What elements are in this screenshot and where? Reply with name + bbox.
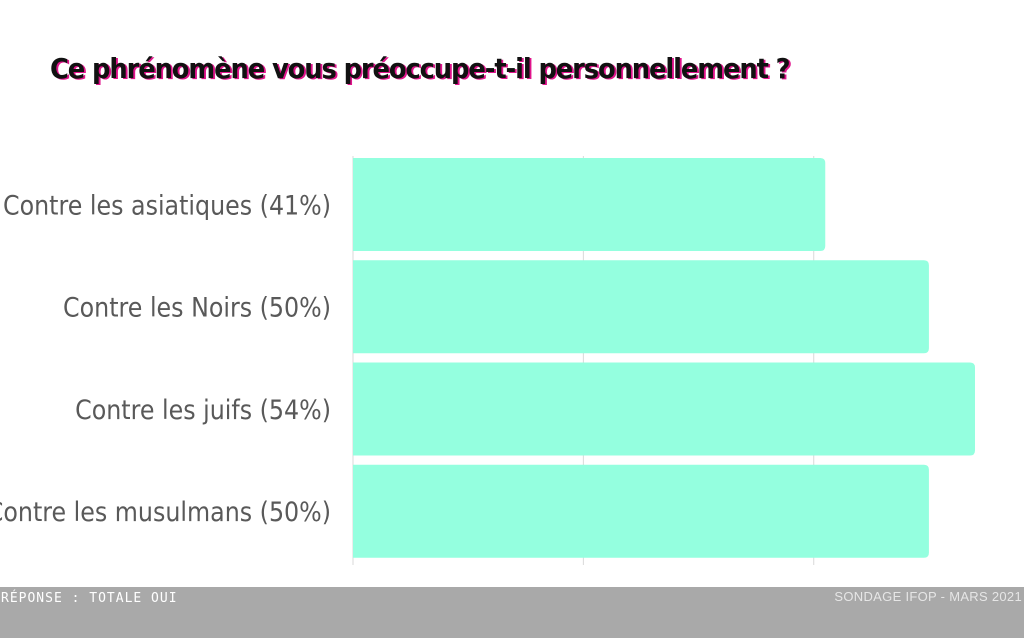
category-label: Contre les juifs (54%) — [75, 394, 331, 426]
category-label: Contre les Noirs (50%) — [63, 291, 331, 323]
category-label: Contre les asiatiques (41%) — [3, 189, 331, 221]
category-label: Contre les musulmans (50%) — [0, 496, 331, 528]
bar — [353, 362, 975, 456]
footer-source: SONDAGE IFOP - MARS 2021 — [834, 589, 1022, 604]
bar — [353, 158, 826, 251]
footer-response-note: RÉPONSE : TOTALE OUI — [1, 591, 178, 606]
footer-bar: RÉPONSE : TOTALE OUI SONDAGE IFOP - MARS… — [0, 587, 1024, 638]
chart-title: Ce phrénomène vous préoccupe-t-il person… — [50, 52, 791, 85]
bar — [353, 260, 929, 354]
bar — [353, 464, 929, 558]
bar-chart: Contre les asiatiques (41%) Contre les No… — [0, 156, 975, 565]
